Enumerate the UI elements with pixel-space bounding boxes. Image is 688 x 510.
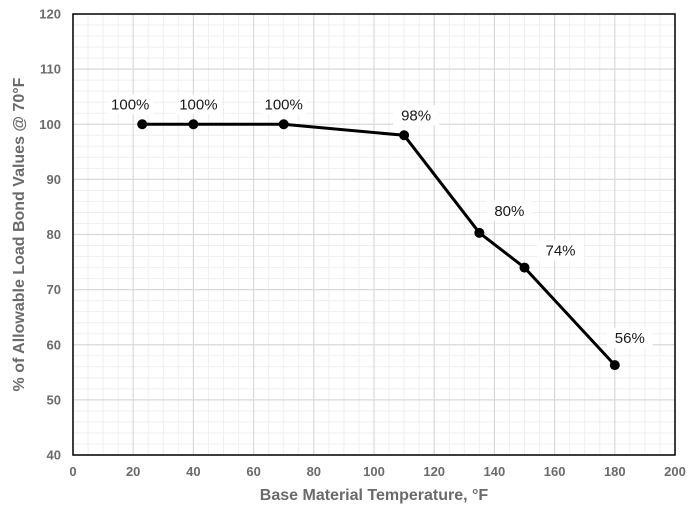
data-label: 98%	[401, 107, 431, 124]
data-point	[188, 119, 199, 130]
plot-frame	[72, 13, 676, 456]
y-tick-label: 80	[47, 227, 61, 242]
x-axis-ticks: 0 20 40 60 80 100 120 140 160 180 200	[69, 464, 685, 479]
x-tick-label: 20	[126, 464, 140, 479]
data-label-background	[260, 94, 307, 115]
data-label: 74%	[545, 243, 575, 260]
data-label: 56%	[615, 330, 645, 347]
data-label-background	[175, 94, 222, 115]
y-axis-ticks: 40 50 60 70 80 90 100 110 120	[39, 7, 61, 463]
y-tick-label: 100	[39, 117, 61, 132]
data-point	[137, 119, 148, 130]
x-tick-label: 160	[544, 464, 566, 479]
series-layer: 100% 100% 100% 98% 80% 74% 56%	[107, 94, 653, 371]
x-tick-label: 120	[423, 464, 445, 479]
data-label-background	[393, 105, 440, 126]
x-tick-label: 140	[484, 464, 506, 479]
data-point	[399, 130, 410, 141]
data-label: 80%	[494, 203, 524, 220]
data-label-background	[486, 200, 533, 221]
data-point	[474, 227, 485, 238]
x-tick-label: 80	[307, 464, 321, 479]
y-tick-label: 70	[47, 282, 61, 297]
x-tick-label: 40	[186, 464, 200, 479]
data-label-background	[606, 328, 653, 349]
y-tick-label: 60	[47, 337, 61, 352]
x-tick-label: 200	[664, 464, 686, 479]
x-tick-label: 100	[363, 464, 385, 479]
data-point	[609, 360, 620, 371]
data-point	[278, 119, 289, 130]
data-label-background	[107, 94, 154, 115]
data-point	[519, 262, 530, 273]
x-tick-label: 0	[69, 464, 76, 479]
data-label: 100%	[265, 96, 303, 113]
y-tick-label: 50	[47, 392, 61, 407]
y-tick-label: 40	[47, 448, 61, 463]
y-axis-title: % of Allowable Load Bond Values @ 70°F	[11, 77, 28, 391]
data-label: 100%	[111, 96, 149, 113]
data-label-background	[537, 240, 584, 261]
y-tick-label: 110	[40, 62, 61, 77]
y-tick-label: 120	[39, 7, 61, 22]
data-label: 100%	[179, 96, 217, 113]
x-axis-title: Base Material Temperature, °F	[260, 487, 489, 504]
y-tick-label: 90	[47, 172, 61, 187]
x-tick-label: 180	[604, 464, 626, 479]
x-tick-label: 60	[246, 464, 260, 479]
